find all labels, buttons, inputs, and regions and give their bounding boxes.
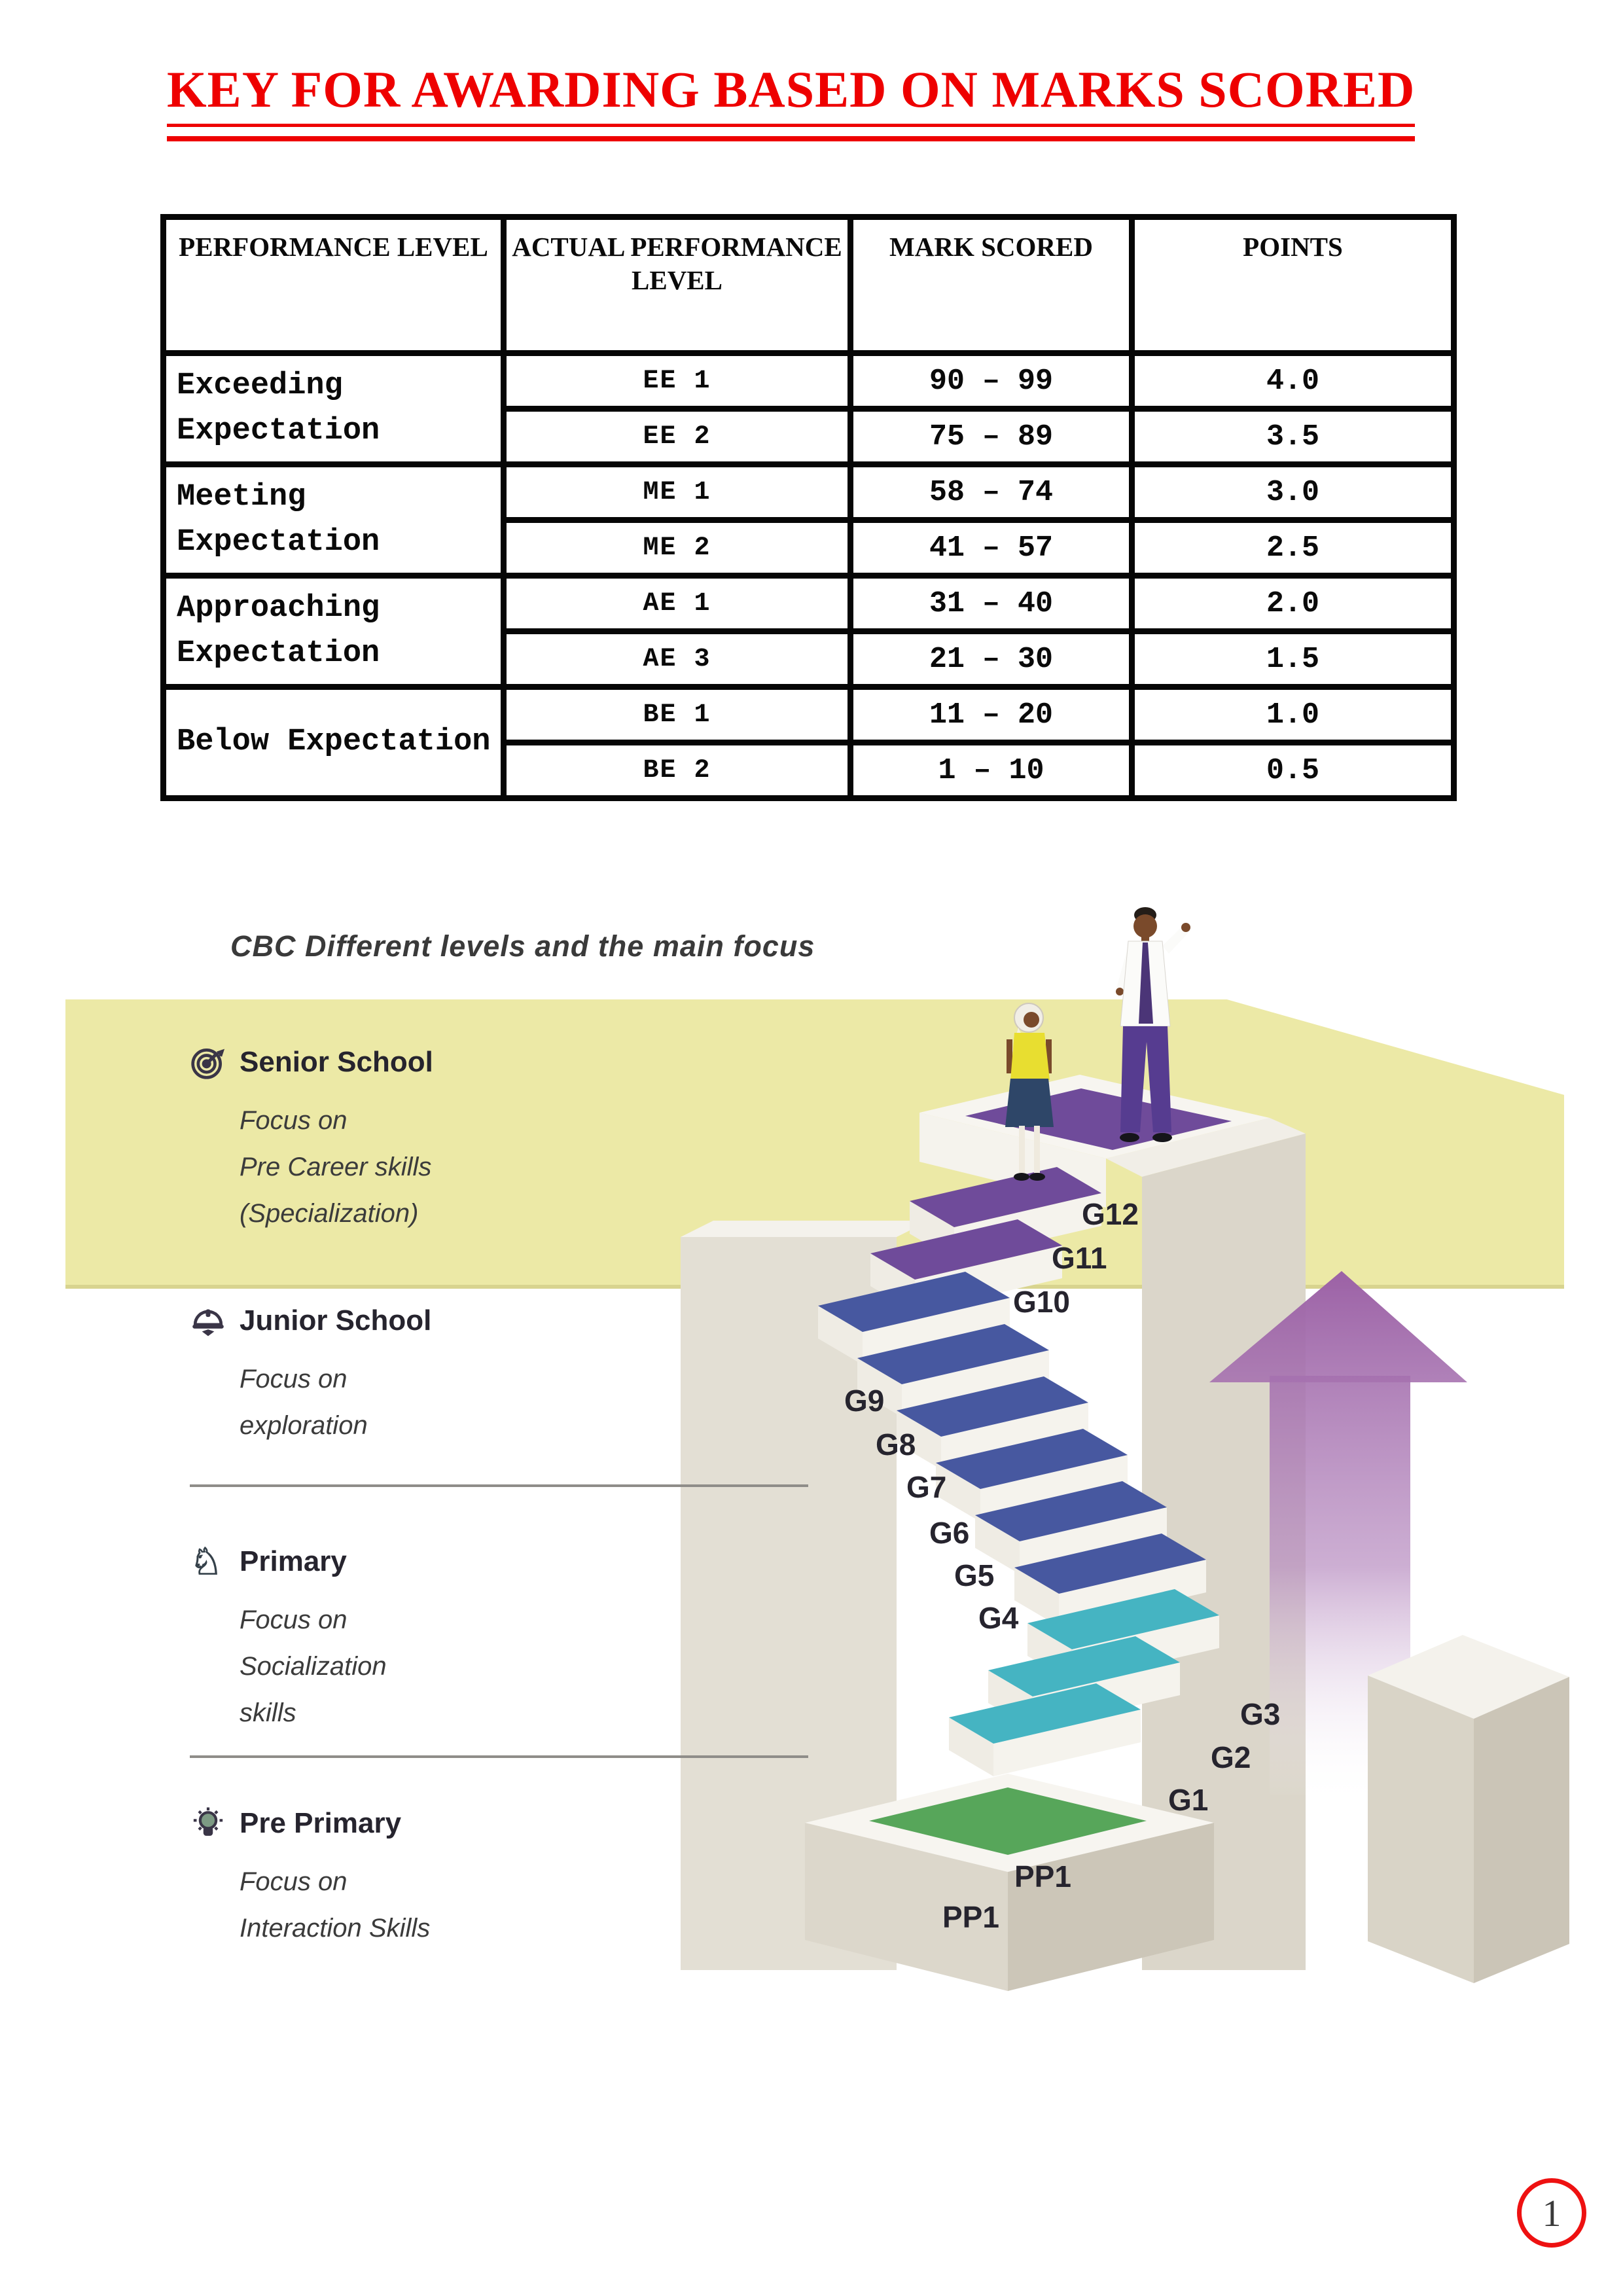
level-cell: Below Expectation	[160, 684, 507, 801]
code-cell: EE 1	[501, 350, 853, 412]
table-row: BE 2 1 – 10 0.5	[164, 740, 1457, 801]
section-name: Junior School	[240, 1304, 432, 1336]
bulb-icon	[190, 1805, 226, 1842]
section-primary: ♘ Primary Focus on Socialization skills	[190, 1543, 609, 1737]
grade-label-pp1b: PP1	[942, 1900, 999, 1934]
grade-label-g10: G10	[1013, 1285, 1070, 1319]
code-cell: BE 1	[501, 684, 853, 745]
table-row: Below Expectation BE 1 11 – 20 1.0	[160, 684, 1457, 801]
marks-cell: 75 – 89	[847, 406, 1135, 467]
points-cell: 1.0	[1129, 684, 1457, 745]
grade-label-g3: G3	[1240, 1697, 1280, 1731]
focus-line: Focus on	[240, 1605, 348, 1634]
page-number-badge: 1	[1517, 2178, 1586, 2248]
section-pre-primary: Pre Primary Focus on Interaction Skills	[190, 1805, 609, 1952]
focus-line: Focus on	[240, 1867, 348, 1896]
marks-cell: 21 – 30	[847, 628, 1135, 690]
marks-cell: 41 – 57	[847, 517, 1135, 579]
section-senior-school: Senior School Focus on Pre Career skills…	[190, 1044, 609, 1238]
focus-line: Focus on	[240, 1365, 348, 1393]
grade-label-g4: G4	[978, 1601, 1019, 1635]
code-cell: ME 1	[501, 461, 853, 523]
section-name: Primary	[240, 1545, 347, 1577]
code-cell: BE 2	[501, 740, 853, 801]
knight-icon: ♘	[190, 1541, 223, 1582]
section-junior-school: Junior School Focus on exploration	[190, 1302, 609, 1449]
section-divider	[190, 1755, 808, 1758]
marks-cell: 90 – 99	[847, 350, 1135, 412]
grade-label-g1: G1	[1168, 1783, 1208, 1817]
points-cell: 2.5	[1129, 517, 1457, 579]
code-cell: AE 1	[501, 573, 853, 634]
focus-line: exploration	[240, 1411, 368, 1441]
header-mark-scored: MARK SCORED	[847, 214, 1135, 356]
marks-cell: 58 – 74	[847, 461, 1135, 523]
grade-label-g8: G8	[876, 1427, 916, 1462]
code-cell: ME 2	[501, 517, 853, 579]
section-name: Pre Primary	[240, 1807, 402, 1839]
section-divider	[190, 1484, 808, 1487]
table-row: Exceeding Expectation EE 1 90 – 99 4.0	[160, 350, 1457, 467]
grade-label-g12: G12	[1082, 1197, 1139, 1231]
grade-label-g2: G2	[1211, 1740, 1251, 1774]
header-actual-performance-level: ACTUAL PERFORMANCE LEVEL	[501, 214, 853, 356]
grade-label-g7: G7	[906, 1470, 946, 1504]
marks-key-table: PERFORMANCE LEVEL ACTUAL PERFORMANCE LEV…	[160, 214, 1457, 801]
lower-right-block	[1368, 1635, 1569, 1983]
focus-line: Interaction Skills	[240, 1914, 431, 1943]
code-cell: EE 2	[501, 406, 853, 467]
points-cell: 3.0	[1129, 461, 1457, 523]
grade-label-g5: G5	[954, 1558, 994, 1592]
table-header-row: PERFORMANCE LEVEL ACTUAL PERFORMANCE LEV…	[160, 214, 1457, 356]
level-cell: Approaching Expectation	[160, 573, 507, 690]
primary-steps	[949, 1589, 1219, 1776]
table-row: Approaching Expectation AE 1 31 – 40 2.0	[160, 573, 1457, 690]
code-cell: AE 3	[501, 628, 853, 690]
marks-cell: 11 – 20	[847, 684, 1135, 745]
cbc-staircase-illustration: G12 G11 G10 G9 G8 G7 G6 G5 G4 G3 G2 G1 P…	[681, 907, 1569, 1991]
hardhat-icon	[190, 1302, 226, 1339]
focus-line: (Specialization)	[240, 1199, 419, 1229]
teacher-man-figure	[1116, 907, 1190, 1142]
focus-line: Focus on	[240, 1106, 348, 1135]
focus-line: skills	[240, 1698, 296, 1728]
infographic-title: CBC Different levels and the main focus	[230, 929, 815, 963]
points-cell: 0.5	[1129, 740, 1457, 801]
target-icon	[190, 1044, 226, 1081]
table-row: AE 3 21 – 30 1.5	[164, 628, 1457, 690]
page-title: KEY FOR AWARDING BASED ON MARKS SCORED	[167, 60, 1416, 141]
grade-label-g11: G11	[1052, 1241, 1107, 1275]
pre-primary-platform	[805, 1774, 1214, 1991]
grade-label-g6: G6	[929, 1516, 969, 1550]
points-cell: 3.5	[1129, 406, 1457, 467]
level-cell: Exceeding Expectation	[160, 350, 507, 467]
table-row: ME 2 41 – 57 2.5	[164, 517, 1457, 579]
section-name: Senior School	[240, 1046, 433, 1078]
marks-cell: 31 – 40	[847, 573, 1135, 634]
level-cell: Meeting Expectation	[160, 461, 507, 579]
header-performance-level: PERFORMANCE LEVEL	[160, 214, 507, 356]
grade-label-g9: G9	[844, 1384, 884, 1418]
focus-line: Socialization	[240, 1652, 387, 1681]
table-row: Meeting Expectation ME 1 58 – 74 3.0	[160, 461, 1457, 579]
points-cell: 1.5	[1129, 628, 1457, 690]
student-girl-figure	[1005, 1003, 1054, 1181]
grade-labels: G12 G11 G10 G9 G8 G7 G6 G5 G4 G3 G2 G1 P…	[844, 1197, 1280, 1934]
points-cell: 4.0	[1129, 350, 1457, 412]
table-row: EE 2 75 – 89 3.5	[164, 406, 1457, 467]
page-number: 1	[1542, 2191, 1561, 2234]
grade-label-pp1: PP1	[1014, 1859, 1071, 1893]
focus-line: Pre Career skills	[240, 1153, 432, 1182]
points-cell: 2.0	[1129, 573, 1457, 634]
marks-cell: 1 – 10	[847, 740, 1135, 801]
header-points: POINTS	[1129, 214, 1457, 356]
